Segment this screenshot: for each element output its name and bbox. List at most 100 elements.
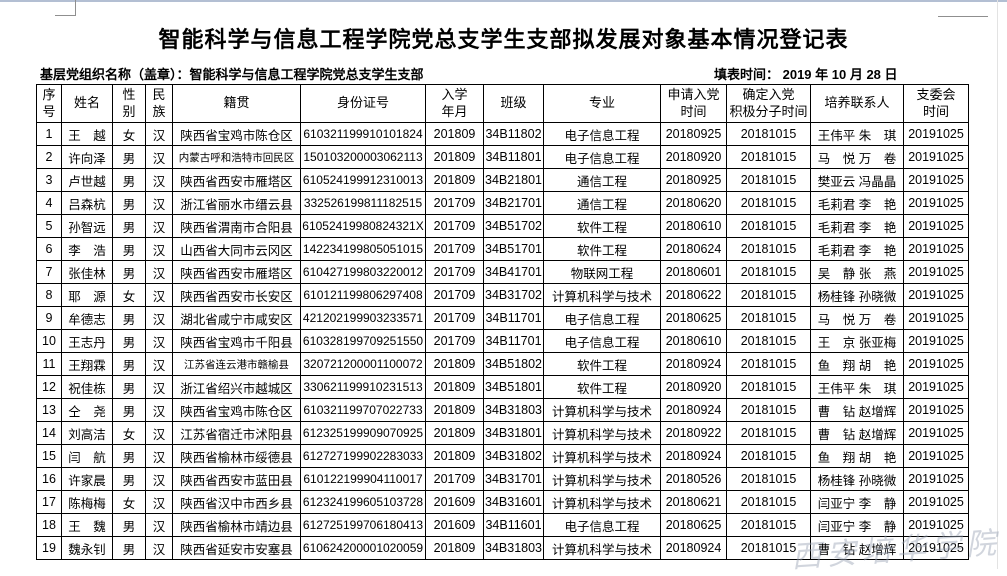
cell: 吴 静 张 燕 bbox=[810, 260, 904, 284]
column-header: 确定入党 积极分子时间 bbox=[726, 84, 811, 123]
column-header: 籍贯 bbox=[172, 84, 301, 123]
cell: 612727199902283033 bbox=[300, 444, 426, 468]
cell: 软件工程 bbox=[543, 237, 661, 261]
column-header: 培养联系人 bbox=[810, 84, 904, 123]
cell: 20191025 bbox=[903, 145, 969, 169]
cell: 汉 bbox=[145, 352, 173, 376]
cell: 610624200001020059 bbox=[300, 536, 426, 560]
cell: 14 bbox=[36, 421, 62, 445]
cell: 20181015 bbox=[726, 352, 811, 376]
cell: 计算机科学与技术 bbox=[543, 398, 661, 422]
cell: 610328199709251550 bbox=[300, 329, 426, 353]
cell: 15 bbox=[36, 444, 62, 468]
cell: 汉 bbox=[145, 536, 173, 560]
cell: 34B51701 bbox=[483, 237, 544, 261]
cell: 34B11601 bbox=[483, 513, 544, 537]
cell: 20180922 bbox=[660, 421, 727, 445]
cell: 汉 bbox=[145, 283, 173, 307]
table-row: 15 闫 航男汉陕西省榆林市绥德县 612727199902283033 201809… bbox=[36, 444, 969, 468]
cell: 汉 bbox=[145, 490, 173, 514]
cell: 201809 bbox=[425, 398, 484, 422]
cell: 男 bbox=[112, 306, 146, 330]
cell: 20181015 bbox=[726, 122, 811, 146]
cell: 20180924 bbox=[660, 352, 727, 376]
cell: 20180620 bbox=[660, 191, 727, 215]
cell: 201609 bbox=[425, 513, 484, 537]
cell: 江苏省宿迁市沭阳县 bbox=[172, 421, 301, 445]
cell: 4 bbox=[36, 191, 62, 215]
page-title: 智能科学与信息工程学院党总支学生支部拟发展对象基本情况登记表 bbox=[158, 27, 849, 52]
cell: 物联网工程 bbox=[543, 260, 661, 284]
table-row: 17 陈梅梅女汉陕西省汉中市西乡县 612324199605103728 201609… bbox=[36, 490, 969, 514]
cell: 浙江省丽水市缙云县 bbox=[172, 191, 301, 215]
cell: 男 bbox=[112, 168, 146, 192]
cell: 计算机科学与技术 bbox=[543, 536, 661, 560]
cell: 201809 bbox=[425, 145, 484, 169]
column-header: 序 号 bbox=[36, 84, 62, 123]
cell: 电子信息工程 bbox=[543, 513, 661, 537]
cell: 魏永钊 bbox=[61, 536, 113, 560]
cell: 16 bbox=[36, 467, 62, 491]
cell: 20180924 bbox=[660, 398, 727, 422]
cell: 王伟平 朱 琪 bbox=[810, 375, 904, 399]
cell: 曹 钻 赵增辉 bbox=[810, 536, 904, 560]
cell: 6 bbox=[36, 237, 62, 261]
cell: 34B31702 bbox=[483, 283, 544, 307]
cell: 男 bbox=[112, 467, 146, 491]
cell: 计算机科学与技术 bbox=[543, 421, 661, 445]
cell: 201809 bbox=[425, 444, 484, 468]
cell: 610121199806297408 bbox=[300, 283, 426, 307]
cell: 20180624 bbox=[660, 237, 727, 261]
crop-mark-top-left bbox=[55, 0, 76, 16]
cell: 201709 bbox=[425, 283, 484, 307]
cell: 20191025 bbox=[903, 513, 969, 537]
cell: 34B31701 bbox=[483, 467, 544, 491]
cell: 王翔霖 bbox=[61, 352, 113, 376]
cell: 汉 bbox=[145, 237, 173, 261]
cell: 鱼 翔 胡 艳 bbox=[810, 444, 904, 468]
fill-time-label: 填表时间： 2019 年 10 月 28 日 bbox=[714, 67, 898, 82]
cell: 20191025 bbox=[903, 467, 969, 491]
cell: 20181015 bbox=[726, 421, 811, 445]
cell: 201809 bbox=[425, 168, 484, 192]
cell: 9 bbox=[36, 306, 62, 330]
cell: 许向泽 bbox=[61, 145, 113, 169]
cell: 计算机科学与技术 bbox=[543, 283, 661, 307]
column-header: 民 族 bbox=[145, 84, 173, 123]
cell: 陕西省宝鸡市陈仓区 bbox=[172, 398, 301, 422]
cell: 20191025 bbox=[903, 375, 969, 399]
cell: 20180625 bbox=[660, 513, 727, 537]
cell: 软件工程 bbox=[543, 375, 661, 399]
cell: 34B11802 bbox=[483, 122, 544, 146]
cell: 汉 bbox=[145, 329, 173, 353]
cell: 201609 bbox=[425, 490, 484, 514]
cell: 20191025 bbox=[903, 329, 969, 353]
table-row: 2 许向泽男汉内蒙古呼和浩特市回民区 150103200003062113 20180… bbox=[36, 145, 969, 169]
org-name-label: 基层党组织名称（盖章）：智能科学与信息工程学院党总支学生支部 bbox=[40, 67, 424, 82]
cell: 汉 bbox=[145, 375, 173, 399]
cell: 20181015 bbox=[726, 214, 811, 238]
cell: 610524199912310013 bbox=[300, 168, 426, 192]
cell: 20180920 bbox=[660, 375, 727, 399]
cell: 20180621 bbox=[660, 490, 727, 514]
column-header: 专业 bbox=[543, 84, 661, 123]
cell: 20191025 bbox=[903, 306, 969, 330]
cell: 通信工程 bbox=[543, 191, 661, 215]
table-row: 12 祝佳栋男汉浙江省绍兴市越城区 330621199910231513 201809… bbox=[36, 375, 969, 399]
cell: 20180622 bbox=[660, 283, 727, 307]
cell: 汉 bbox=[145, 398, 173, 422]
column-header: 身份证号 bbox=[300, 84, 426, 123]
table-row: 5 孙智远男汉陕西省渭南市合阳县 61052419980824321X 201709 3… bbox=[36, 214, 969, 238]
cell: 2 bbox=[36, 145, 62, 169]
cell: 电子信息工程 bbox=[543, 329, 661, 353]
table-row: 7 张佳林男汉陕西省西安市雁塔区 610427199803220012 201709 3… bbox=[36, 260, 969, 284]
cell: 男 bbox=[112, 536, 146, 560]
cell: 332526199811182515 bbox=[300, 191, 426, 215]
cell: 34B31801 bbox=[483, 421, 544, 445]
cell: 毛莉君 李 艳 bbox=[810, 237, 904, 261]
cell: 许家晨 bbox=[61, 467, 113, 491]
cell: 樊亚云 冯晶晶 bbox=[810, 168, 904, 192]
cell: 仝 尧 bbox=[61, 398, 113, 422]
cell: 20191025 bbox=[903, 260, 969, 284]
cell: 20191025 bbox=[903, 191, 969, 215]
